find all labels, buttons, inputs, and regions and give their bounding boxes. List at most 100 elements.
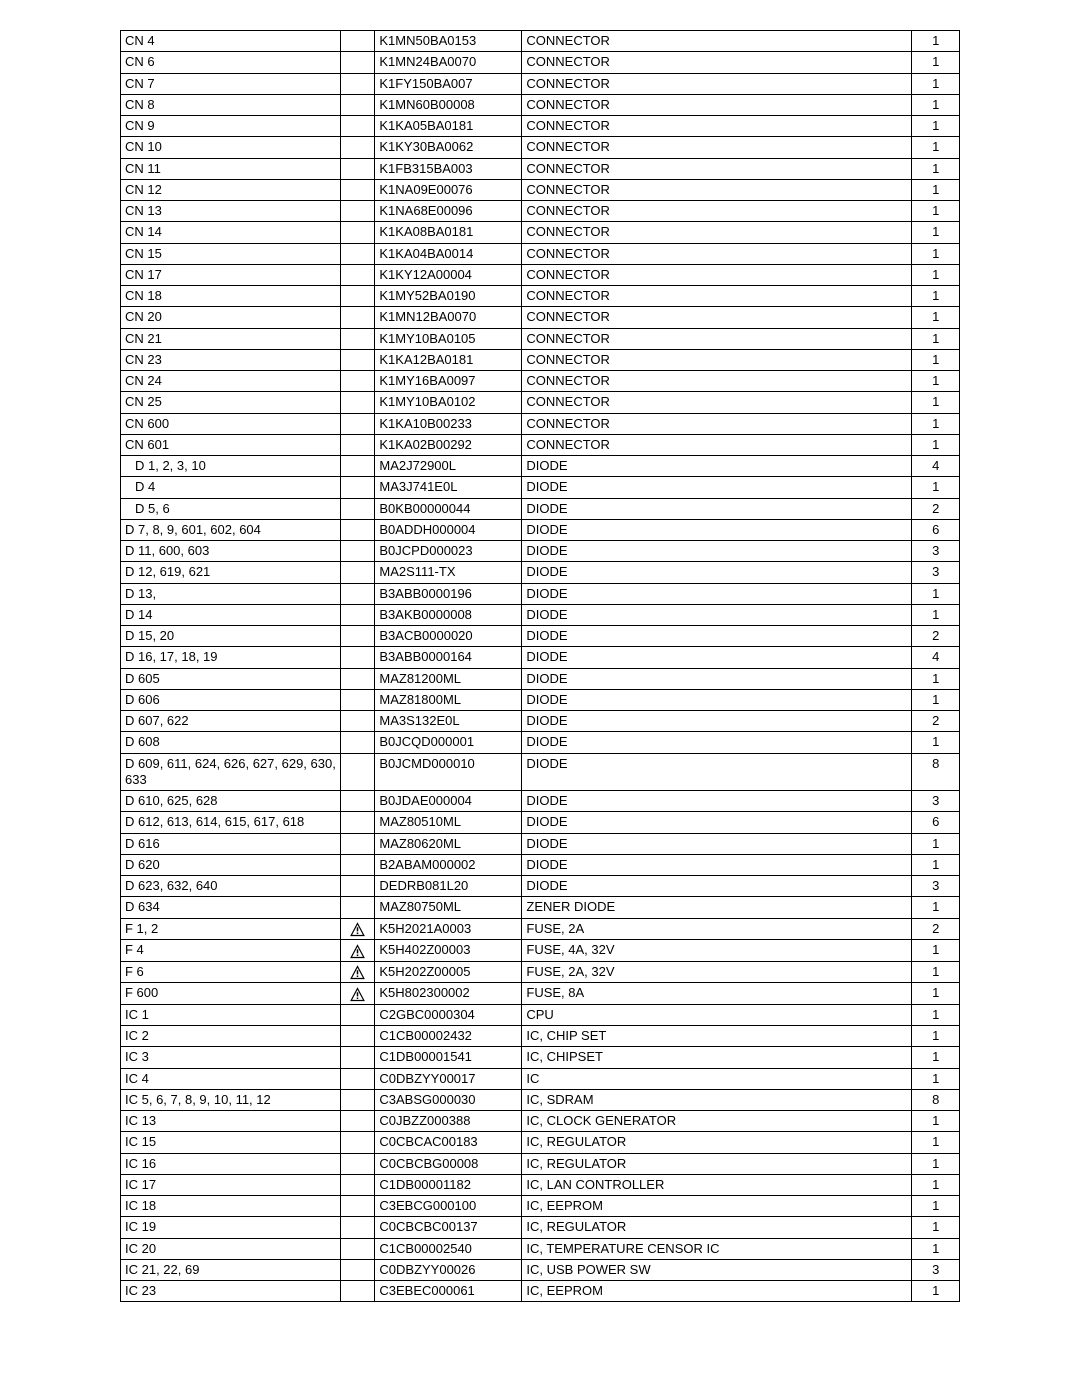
part-number-cell: K1KA05BA0181 bbox=[375, 116, 522, 137]
ref-cell: D 610, 625, 628 bbox=[121, 791, 341, 812]
qty-cell: 1 bbox=[912, 689, 960, 710]
description-cell: CPU bbox=[522, 1004, 912, 1025]
description-cell: DIODE bbox=[522, 604, 912, 625]
ref-cell: D 607, 622 bbox=[121, 711, 341, 732]
table-row: IC 1C2GBC0000304CPU1 bbox=[121, 1004, 960, 1025]
description-cell: IC, CHIPSET bbox=[522, 1047, 912, 1068]
ref-cell: D 623, 632, 640 bbox=[121, 876, 341, 897]
ref-cell: IC 20 bbox=[121, 1238, 341, 1259]
part-number-cell: DEDRB081L20 bbox=[375, 876, 522, 897]
description-cell: DIODE bbox=[522, 519, 912, 540]
ref-cell: F 4 bbox=[121, 940, 341, 962]
icon-cell-empty bbox=[341, 222, 375, 243]
ref-cell: D 606 bbox=[121, 689, 341, 710]
description-cell: DIODE bbox=[522, 477, 912, 498]
icon-cell-empty bbox=[341, 1004, 375, 1025]
description-cell: IC, EEPROM bbox=[522, 1281, 912, 1302]
part-number-cell: K1KA12BA0181 bbox=[375, 349, 522, 370]
icon-cell-empty bbox=[341, 434, 375, 455]
qty-cell: 1 bbox=[912, 983, 960, 1005]
icon-cell-empty bbox=[341, 519, 375, 540]
ref-cell: CN 20 bbox=[121, 307, 341, 328]
icon-cell-empty bbox=[341, 1089, 375, 1110]
table-row: CN 11K1FB315BA003CONNECTOR1 bbox=[121, 158, 960, 179]
table-row: IC 23C3EBEC000061IC, EEPROM1 bbox=[121, 1281, 960, 1302]
ref-cell: IC 18 bbox=[121, 1196, 341, 1217]
ref-cell: D 608 bbox=[121, 732, 341, 753]
icon-cell-empty bbox=[341, 1174, 375, 1195]
table-row: D 13,B3ABB0000196DIODE1 bbox=[121, 583, 960, 604]
part-number-cell: C0CBCBC00137 bbox=[375, 1217, 522, 1238]
icon-cell-empty bbox=[341, 371, 375, 392]
icon-cell-empty bbox=[341, 94, 375, 115]
icon-cell-empty bbox=[341, 791, 375, 812]
description-cell: DIODE bbox=[522, 812, 912, 833]
part-number-cell: MAZ80510ML bbox=[375, 812, 522, 833]
ref-cell: D 12, 619, 621 bbox=[121, 562, 341, 583]
ref-cell: D 16, 17, 18, 19 bbox=[121, 647, 341, 668]
part-number-cell: C0CBCAC00183 bbox=[375, 1132, 522, 1153]
part-number-cell: K1FB315BA003 bbox=[375, 158, 522, 179]
description-cell: IC, CHIP SET bbox=[522, 1026, 912, 1047]
part-number-cell: C0DBZYY00026 bbox=[375, 1259, 522, 1280]
table-row: CN 4K1MN50BA0153CONNECTOR1 bbox=[121, 31, 960, 52]
part-number-cell: K1MN50BA0153 bbox=[375, 31, 522, 52]
ref-cell: F 600 bbox=[121, 983, 341, 1005]
description-cell: CONNECTOR bbox=[522, 116, 912, 137]
qty-cell: 1 bbox=[912, 392, 960, 413]
part-number-cell: MA3S132E0L bbox=[375, 711, 522, 732]
qty-cell: 1 bbox=[912, 897, 960, 918]
qty-cell: 1 bbox=[912, 286, 960, 307]
part-number-cell: MA3J741E0L bbox=[375, 477, 522, 498]
icon-cell-empty bbox=[341, 201, 375, 222]
part-number-cell: K1MY10BA0105 bbox=[375, 328, 522, 349]
qty-cell: 1 bbox=[912, 243, 960, 264]
part-number-cell: C3EBCG000100 bbox=[375, 1196, 522, 1217]
part-number-cell: MAZ81200ML bbox=[375, 668, 522, 689]
icon-cell-empty bbox=[341, 689, 375, 710]
table-row: D 12, 619, 621MA2S111-TXDIODE3 bbox=[121, 562, 960, 583]
table-row: IC 5, 6, 7, 8, 9, 10, 11, 12C3ABSG000030… bbox=[121, 1089, 960, 1110]
description-cell: CONNECTOR bbox=[522, 328, 912, 349]
description-cell: IC, EEPROM bbox=[522, 1196, 912, 1217]
table-row: CN 13K1NA68E00096CONNECTOR1 bbox=[121, 201, 960, 222]
part-number-cell: C3EBEC000061 bbox=[375, 1281, 522, 1302]
part-number-cell: C2GBC0000304 bbox=[375, 1004, 522, 1025]
description-cell: DIODE bbox=[522, 647, 912, 668]
part-number-cell: C0JBZZ000388 bbox=[375, 1111, 522, 1132]
ref-cell: CN 600 bbox=[121, 413, 341, 434]
description-cell: CONNECTOR bbox=[522, 243, 912, 264]
icon-cell-empty bbox=[341, 812, 375, 833]
parts-table: CN 4K1MN50BA0153CONNECTOR1CN 6K1MN24BA00… bbox=[120, 30, 960, 1302]
qty-cell: 3 bbox=[912, 562, 960, 583]
table-row: CN 21K1MY10BA0105CONNECTOR1 bbox=[121, 328, 960, 349]
table-row: D 4MA3J741E0LDIODE1 bbox=[121, 477, 960, 498]
description-cell: CONNECTOR bbox=[522, 201, 912, 222]
icon-cell-empty bbox=[341, 732, 375, 753]
description-cell: IC, REGULATOR bbox=[522, 1132, 912, 1153]
part-number-cell: K1NA68E00096 bbox=[375, 201, 522, 222]
description-cell: IC, SDRAM bbox=[522, 1089, 912, 1110]
description-cell: IC, REGULATOR bbox=[522, 1217, 912, 1238]
ref-cell: D 612, 613, 614, 615, 617, 618 bbox=[121, 812, 341, 833]
description-cell: DIODE bbox=[522, 732, 912, 753]
part-number-cell: MA2J72900L bbox=[375, 456, 522, 477]
part-number-cell: MAZ80620ML bbox=[375, 833, 522, 854]
description-cell: DIODE bbox=[522, 833, 912, 854]
table-row: CN 10K1KY30BA0062CONNECTOR1 bbox=[121, 137, 960, 158]
table-row: D 16, 17, 18, 19B3ABB0000164DIODE4 bbox=[121, 647, 960, 668]
part-number-cell: K1KY12A00004 bbox=[375, 264, 522, 285]
description-cell: IC, REGULATOR bbox=[522, 1153, 912, 1174]
description-cell: DIODE bbox=[522, 498, 912, 519]
description-cell: DIODE bbox=[522, 711, 912, 732]
qty-cell: 1 bbox=[912, 434, 960, 455]
ref-cell: IC 3 bbox=[121, 1047, 341, 1068]
qty-cell: 1 bbox=[912, 1281, 960, 1302]
table-row: CN 17K1KY12A00004CONNECTOR1 bbox=[121, 264, 960, 285]
description-cell: CONNECTOR bbox=[522, 349, 912, 370]
qty-cell: 4 bbox=[912, 647, 960, 668]
part-number-cell: B3ABB0000196 bbox=[375, 583, 522, 604]
ref-cell: IC 2 bbox=[121, 1026, 341, 1047]
part-number-cell: MAZ80750ML bbox=[375, 897, 522, 918]
table-row: IC 2C1CB00002432IC, CHIP SET1 bbox=[121, 1026, 960, 1047]
